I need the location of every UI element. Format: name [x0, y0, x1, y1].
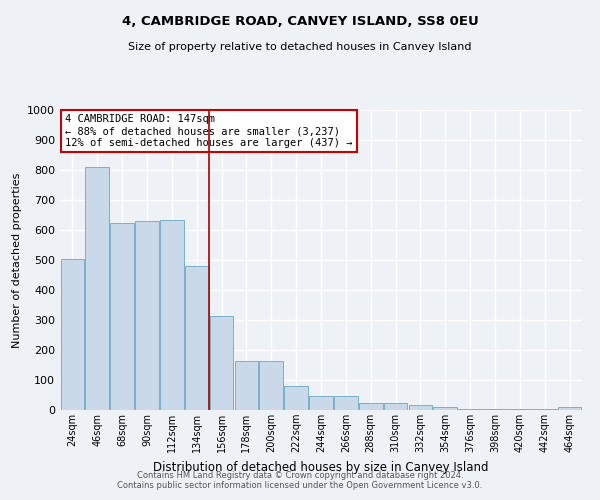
Bar	[259, 362, 283, 410]
Bar	[384, 404, 407, 410]
Bar	[185, 266, 209, 410]
Bar	[458, 409, 482, 410]
Bar	[558, 407, 581, 410]
Bar	[284, 386, 308, 410]
Text: 4, CAMBRIDGE ROAD, CANVEY ISLAND, SS8 0EU: 4, CAMBRIDGE ROAD, CANVEY ISLAND, SS8 0E…	[122, 15, 478, 28]
Bar	[533, 409, 557, 410]
Bar	[483, 409, 507, 410]
Text: 4 CAMBRIDGE ROAD: 147sqm
← 88% of detached houses are smaller (3,237)
12% of sem: 4 CAMBRIDGE ROAD: 147sqm ← 88% of detach…	[65, 114, 353, 148]
Text: Contains HM Land Registry data © Crown copyright and database right 2024.
Contai: Contains HM Land Registry data © Crown c…	[118, 470, 482, 490]
Text: Size of property relative to detached houses in Canvey Island: Size of property relative to detached ho…	[128, 42, 472, 52]
Bar	[334, 396, 358, 410]
Bar	[309, 396, 333, 410]
Bar	[85, 167, 109, 410]
Bar	[235, 361, 258, 410]
Bar	[110, 222, 134, 410]
Bar	[508, 409, 532, 410]
Bar	[433, 407, 457, 410]
Bar	[409, 404, 432, 410]
Bar	[210, 316, 233, 410]
Y-axis label: Number of detached properties: Number of detached properties	[11, 172, 22, 348]
Bar	[135, 221, 159, 410]
X-axis label: Distribution of detached houses by size in Canvey Island: Distribution of detached houses by size …	[153, 460, 489, 473]
Bar	[61, 258, 84, 410]
Bar	[359, 404, 383, 410]
Bar	[160, 220, 184, 410]
